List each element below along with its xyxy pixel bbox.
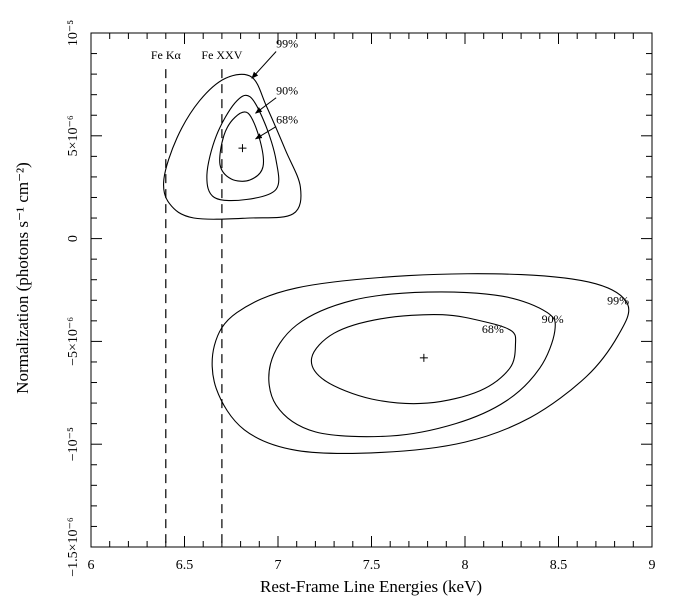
annotation-arrow: [251, 51, 277, 79]
y-tick-label: 5×10⁻⁶: [66, 115, 81, 156]
best-fit-markers: [238, 144, 428, 362]
confidence-label: 99%: [276, 36, 298, 50]
best-fit-marker: [238, 144, 247, 153]
reference-lines: Fe Kα Fe XXV: [151, 48, 243, 547]
annotation-arrow: [254, 97, 277, 114]
x-tick-labels: 6 6.5 7 7.5 8 8.5 9: [88, 558, 656, 573]
contour-upper-99pct: [163, 73, 302, 220]
y-tick-label: −5×10⁻⁶: [66, 317, 81, 366]
x-tick-label: 8.5: [550, 558, 568, 573]
confidence-annotations: 99% 90% 68% 68% 90% 99%: [251, 36, 629, 336]
contour-upper-68pct: [219, 111, 264, 182]
x-tick-label: 6: [88, 558, 95, 573]
x-axis-title: Rest-Frame Line Energies (keV): [260, 577, 482, 596]
axis-ticks: [90, 32, 653, 548]
x-tick-label: 9: [649, 558, 656, 573]
contour-lines: [163, 73, 630, 454]
x-tick-label: 7.5: [363, 558, 381, 573]
contour-lower-68pct: [310, 313, 517, 405]
confidence-label: 68%: [276, 112, 298, 126]
contour-upper-90pct: [206, 94, 280, 202]
plot-frame: [90, 32, 653, 548]
y-tick-label: 0: [66, 235, 81, 242]
y-tick-label: −1.5×10⁻⁶: [66, 517, 81, 577]
contour-lower-99pct: [211, 273, 630, 454]
x-tick-label: 8: [462, 558, 469, 573]
contour-lower-90pct: [268, 291, 556, 438]
x-tick-label: 6.5: [176, 558, 194, 573]
best-fit-marker: [419, 353, 428, 362]
confidence-label: 99%: [607, 293, 629, 307]
confidence-label: 90%: [276, 84, 298, 98]
reference-line-label: Fe Kα: [151, 48, 182, 62]
y-tick-labels: 10⁻⁵ 5×10⁻⁶ 0 −5×10⁻⁶ −10⁻⁵ −1.5×10⁻⁶: [66, 20, 81, 577]
confidence-label: 90%: [542, 312, 564, 326]
y-axis-title: Normalization (photons s⁻¹ cm⁻²): [13, 162, 32, 394]
x-tick-label: 7: [275, 558, 282, 573]
y-tick-label: −10⁻⁵: [66, 427, 81, 461]
annotation-arrow: [254, 126, 277, 140]
reference-line-label: Fe XXV: [201, 48, 242, 62]
confidence-label: 68%: [482, 322, 504, 336]
y-tick-label: 10⁻⁵: [66, 20, 81, 46]
